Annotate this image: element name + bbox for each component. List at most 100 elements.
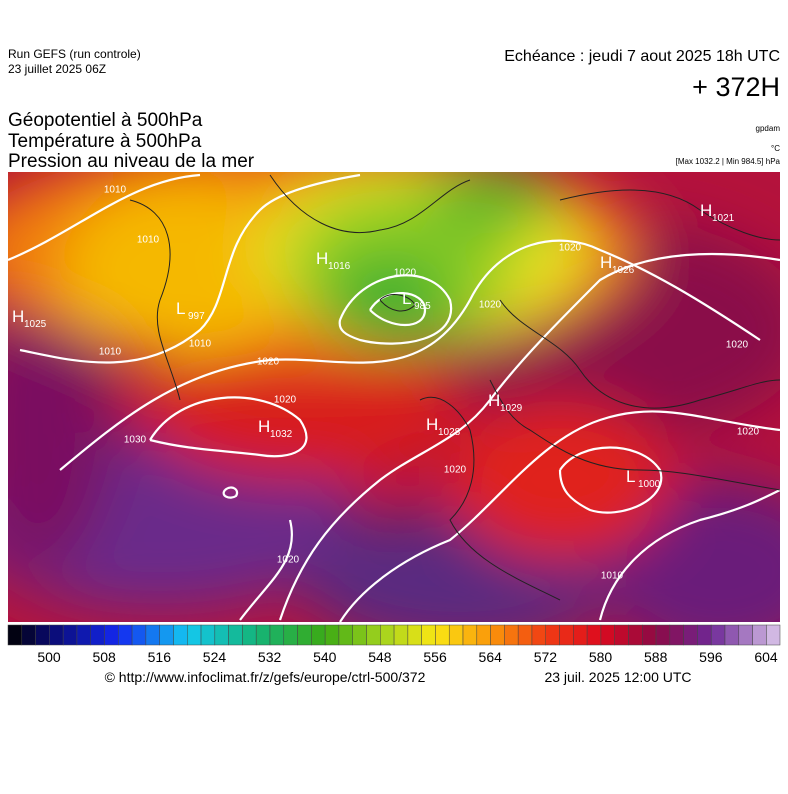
valid-time: Echéance : jeudi 7 aout 2025 18h UTC — [504, 48, 780, 65]
field: Géopotentiel à 500hPa — [8, 110, 203, 131]
color-swatch — [352, 624, 367, 646]
color-swatch — [545, 624, 560, 646]
color-swatch — [366, 624, 381, 646]
color-swatch — [159, 624, 174, 646]
isobar-label: 1030 — [124, 435, 147, 446]
color-swatch — [200, 624, 216, 646]
source-url: © http://www.infoclimat.fr/z/gefs/europe… — [105, 669, 426, 685]
center-letter: H — [700, 201, 712, 220]
center-value: 1016 — [328, 261, 351, 272]
color-swatch — [21, 624, 36, 646]
color-swatch — [655, 624, 671, 646]
color-swatch — [710, 624, 726, 646]
color-swatch — [407, 624, 422, 646]
color-swatch — [504, 624, 519, 646]
colorbar-label: 596 — [699, 649, 723, 665]
center-letter: L — [402, 289, 411, 308]
isobar-label: 1010 — [104, 185, 127, 196]
isobar-label: 1010 — [189, 339, 212, 350]
lead-time: + 372H — [692, 72, 780, 102]
isobar-label: 1020 — [444, 465, 467, 476]
colorbar-label: 532 — [258, 649, 282, 665]
color-swatch — [517, 624, 533, 646]
color-swatch — [586, 624, 602, 646]
color-swatch — [90, 624, 105, 646]
center-letter: H — [600, 253, 612, 272]
color-swatch — [283, 624, 298, 646]
color-swatch — [766, 624, 781, 646]
center-letter: H — [316, 249, 328, 268]
center-letter: L — [626, 467, 635, 486]
color-swatch — [448, 624, 464, 646]
center-letter: H — [488, 391, 500, 410]
field: Température à 500hPa — [8, 131, 202, 152]
color-swatch — [255, 624, 271, 646]
center-letter: L — [176, 299, 185, 318]
color-swatch — [724, 624, 740, 646]
run-title: Run GEFS (run controle) — [8, 47, 141, 61]
isobar-label: 1020 — [726, 340, 749, 351]
center-letter: H — [258, 417, 270, 436]
color-swatch — [324, 624, 340, 646]
center-value: 997 — [188, 311, 205, 322]
color-swatch — [228, 624, 243, 646]
color-swatch — [642, 624, 657, 646]
issue-date: 23 juil. 2025 12:00 UTC — [544, 669, 691, 685]
colorbar-label: 516 — [148, 649, 172, 665]
color-swatch — [421, 624, 436, 646]
center-letter: H — [12, 307, 24, 326]
isobar-label: 1020 — [479, 300, 502, 311]
colorbar-label: 540 — [313, 649, 337, 665]
isobar-label: 1020 — [257, 357, 280, 368]
isobar-label: 1020 — [394, 268, 417, 279]
color-swatch — [145, 624, 160, 646]
colorbar-label: 580 — [589, 649, 613, 665]
center-value: 1028 — [438, 427, 461, 438]
isobar-label: 1020 — [559, 243, 582, 254]
color-swatch — [738, 624, 753, 646]
colorbar-label: 588 — [644, 649, 668, 665]
color-swatch — [311, 624, 326, 646]
color-swatch — [600, 624, 615, 646]
unit: °C — [771, 144, 780, 153]
field: Pression au niveau de la mer — [8, 151, 255, 172]
run-date: 23 juillet 2025 06Z — [8, 62, 106, 76]
color-swatch — [242, 624, 257, 646]
color-swatch — [435, 624, 450, 646]
color-swatch — [62, 624, 78, 646]
colorbar: 500 508 516 524 532 540 548 556 564 572 580 588 596 6… — [7, 624, 781, 665]
center-value: 1021 — [712, 213, 735, 224]
color-swatch — [697, 624, 712, 646]
center-value: 1032 — [270, 429, 293, 440]
color-swatch — [573, 624, 588, 646]
map — [8, 172, 780, 622]
colorbar-label: 548 — [368, 649, 392, 665]
center-value: 1025 — [24, 319, 47, 330]
color-swatch — [752, 624, 767, 646]
isobar-label: 1020 — [737, 427, 760, 438]
colorbar-label: 564 — [479, 649, 503, 665]
color-swatch — [35, 624, 50, 646]
color-swatch — [531, 624, 547, 646]
color-swatch — [380, 624, 395, 646]
color-swatch — [683, 624, 698, 646]
unit: [Max 1032.2 | Min 984.5] hPa — [676, 157, 781, 166]
unit: gpdam — [756, 124, 781, 133]
color-swatch — [173, 624, 188, 646]
center-value: 985 — [414, 301, 431, 312]
color-swatch — [76, 624, 91, 646]
isobar-label: 1010 — [601, 571, 624, 582]
color-swatch — [214, 624, 229, 646]
color-swatch — [476, 624, 491, 646]
color-swatch — [49, 624, 64, 646]
colorbar-label: 500 — [37, 649, 61, 665]
color-swatch — [297, 624, 312, 646]
colorbar-label: 508 — [92, 649, 116, 665]
center-value: 1000 — [638, 479, 661, 490]
color-swatch — [559, 624, 574, 646]
color-swatch — [187, 624, 202, 646]
isobar-label: 1010 — [99, 347, 122, 358]
color-swatch — [628, 624, 643, 646]
color-swatch — [269, 624, 285, 646]
